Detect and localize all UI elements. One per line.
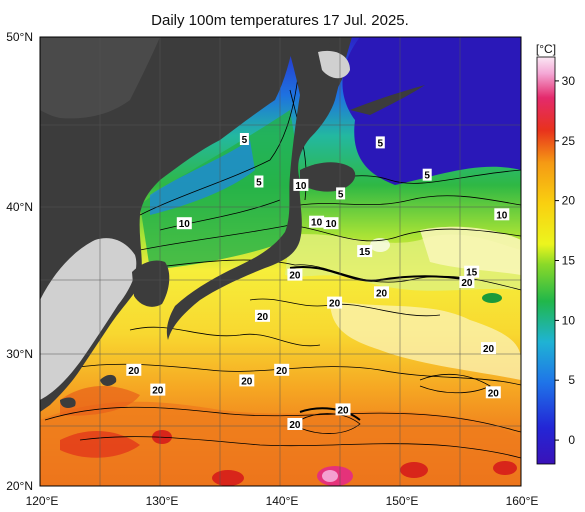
contour-label-box: [255, 309, 270, 322]
contour-label: 10: [325, 219, 337, 230]
contour-label: 20: [241, 376, 253, 387]
lon-label-160e: 160°E: [506, 494, 539, 508]
colorbar-unit: [°C]: [536, 42, 556, 56]
contour-label-box: [459, 276, 475, 288]
contour-label: 20: [289, 420, 301, 431]
colorbar-tick-label: 5: [568, 373, 575, 387]
contour-label-box: [126, 363, 142, 376]
colorbar-tick-label: 30: [562, 74, 576, 88]
contour-label-box: [293, 178, 309, 191]
contour-label-box: [464, 265, 480, 278]
contour-label-box: [481, 342, 496, 355]
lat-label-40n: 40°N: [6, 200, 33, 214]
lat-label-20n: 20°N: [6, 479, 33, 493]
colorbar-tick-label: 25: [562, 134, 576, 148]
contour-label-box: [239, 133, 249, 145]
contour-label-box: [176, 217, 192, 230]
contour-label: 5: [256, 178, 262, 189]
contour-label: 20: [276, 366, 288, 377]
contour-label-box: [287, 268, 303, 281]
contour-label: 20: [329, 299, 341, 310]
contour-label: 5: [338, 189, 344, 200]
map-title: Daily 100m temperatures 17 Jul. 2025.: [151, 12, 409, 29]
contour-label: 20: [152, 386, 164, 397]
contour-label: 20: [257, 312, 269, 323]
contour-label: 20: [289, 271, 301, 282]
contour-label: 20: [128, 366, 140, 377]
longitude-labels: 120°E 130°E 140°E 150°E 160°E: [26, 494, 539, 508]
contour-label-box: [323, 217, 339, 230]
contour-label-box: [150, 383, 166, 396]
lon-label-140e: 140°E: [266, 494, 299, 508]
colorbar-ticks: 30 25 20 15 10 5 0: [555, 74, 575, 447]
contour-label-box: [274, 363, 290, 376]
contour-label: 15: [466, 268, 478, 279]
contour-label: 5: [378, 138, 384, 149]
contour-label: 15: [359, 247, 371, 258]
contour-label-box: [422, 168, 432, 181]
lat-label-50n: 50°N: [6, 30, 33, 44]
contour-label: 20: [461, 278, 473, 289]
lat-label-30n: 30°N: [6, 347, 33, 361]
lon-label-150e: 150°E: [386, 494, 419, 508]
contour-label-box: [335, 403, 351, 416]
contour-label: 20: [376, 288, 388, 299]
contour-label: 20: [483, 344, 495, 355]
contour-label-box: [485, 386, 501, 399]
colorbar-scale: [536, 56, 556, 465]
contour-label-box: [374, 286, 389, 299]
contour-label: 10: [295, 181, 307, 192]
contour-label: 20: [488, 388, 500, 399]
contour-label: 20: [337, 405, 349, 416]
contour-label-box: [494, 208, 510, 221]
contour-label-box: [309, 215, 325, 228]
contour-label-box: [375, 136, 385, 149]
contour-label-box: [239, 374, 255, 387]
contour-label-box: [357, 245, 373, 258]
map-frame: [39, 36, 522, 487]
latitude-labels: 50°N 40°N 30°N 20°N: [6, 30, 33, 493]
contour-label-box: [327, 296, 343, 309]
lon-label-120e: 120°E: [26, 494, 59, 508]
contour-label-box: [287, 418, 303, 430]
colorbar-tick-label: 20: [562, 194, 576, 208]
contour-label: 5: [242, 135, 248, 146]
contour-label: 5: [424, 171, 430, 182]
lon-label-130e: 130°E: [146, 494, 179, 508]
contour-label: 10: [496, 210, 508, 221]
contour-label: 10: [311, 218, 323, 229]
contour-label-box: [254, 175, 264, 188]
colorbar-tick-label: 15: [562, 254, 576, 268]
graticule: [40, 37, 521, 486]
colorbar-tick-label: 0: [568, 433, 575, 447]
colorbar: [°C] 30 25 20 15 10 5 0: [536, 42, 575, 465]
contour-label: 10: [179, 219, 191, 230]
contour-label-box: [336, 187, 346, 200]
colorbar-tick-label: 10: [562, 313, 576, 327]
